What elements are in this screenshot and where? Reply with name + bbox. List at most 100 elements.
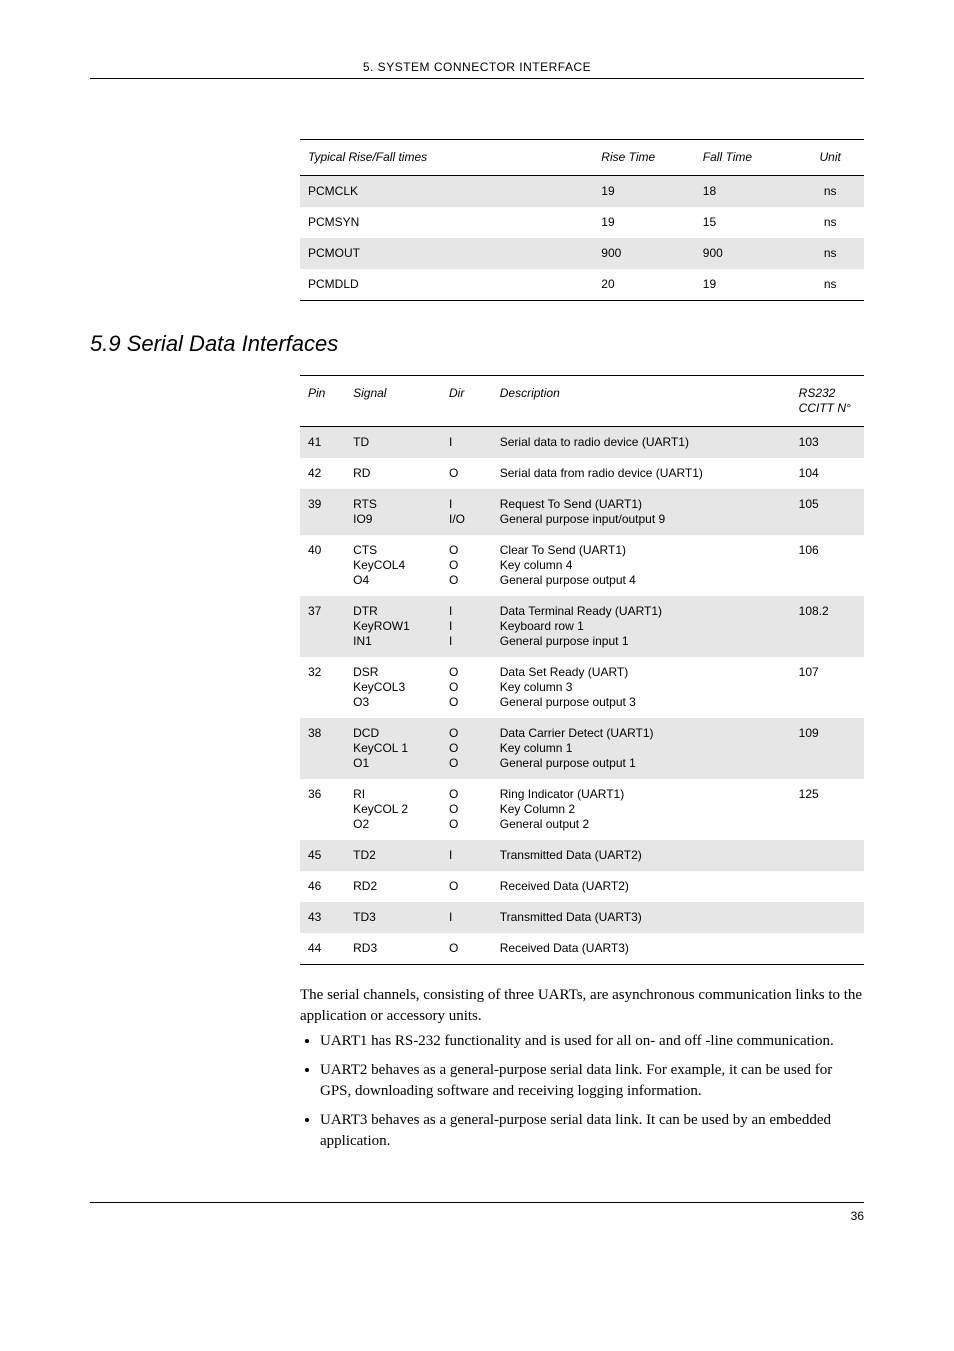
table2-header: Signal — [345, 376, 441, 427]
table-cell: RTSIO9 — [345, 489, 441, 535]
table2-header: Dir — [441, 376, 492, 427]
table-cell: TD2 — [345, 840, 441, 871]
table-cell: OOO — [441, 535, 492, 596]
table-cell: 46 — [300, 871, 345, 902]
table-cell: DCDKeyCOL 1O1 — [345, 718, 441, 779]
table-row: PCMCLK1918ns — [300, 176, 864, 208]
table-row: 32DSRKeyCOL3O3OOOData Set Ready (UART)Ke… — [300, 657, 864, 718]
table-cell: 104 — [791, 458, 864, 489]
list-item: UART3 behaves as a general-purpose seria… — [320, 1110, 864, 1152]
table-cell: Ring Indicator (UART1)Key Column 2Genera… — [492, 779, 791, 840]
table-row: 37DTRKeyROW1IN1IIIData Terminal Ready (U… — [300, 596, 864, 657]
table-cell: RD2 — [345, 871, 441, 902]
list-item: UART1 has RS-232 functionality and is us… — [320, 1031, 864, 1052]
table-cell: III — [441, 596, 492, 657]
table-cell: 15 — [695, 207, 797, 238]
table-row: PCMOUT900900ns — [300, 238, 864, 269]
table-cell: Serial data to radio device (UART1) — [492, 427, 791, 459]
table-cell: 45 — [300, 840, 345, 871]
table-cell: TD3 — [345, 902, 441, 933]
bullet-list: UART1 has RS-232 functionality and is us… — [300, 1031, 864, 1152]
table-cell: O — [441, 871, 492, 902]
chapter-title-text: 5. SYSTEM CONNECTOR INTERFACE — [363, 60, 591, 74]
table-row: 42RDOSerial data from radio device (UART… — [300, 458, 864, 489]
table-cell: Data Terminal Ready (UART1)Keyboard row … — [492, 596, 791, 657]
table-cell: 38 — [300, 718, 345, 779]
list-item: UART2 behaves as a general-purpose seria… — [320, 1060, 864, 1102]
table-cell: Transmitted Data (UART3) — [492, 902, 791, 933]
table-cell: 20 — [593, 269, 695, 301]
table-cell: OOO — [441, 779, 492, 840]
table-cell: 19 — [593, 207, 695, 238]
rise-fall-times-table: Typical Rise/Fall times Rise Time Fall T… — [300, 139, 864, 301]
table-cell: 41 — [300, 427, 345, 459]
table1-header-2: Fall Time — [695, 140, 797, 176]
table-cell: O — [441, 933, 492, 965]
table-cell: 103 — [791, 427, 864, 459]
table-cell: O — [441, 458, 492, 489]
table-cell: 108.2 — [791, 596, 864, 657]
table-cell: 39 — [300, 489, 345, 535]
table-cell: II/O — [441, 489, 492, 535]
table-cell — [791, 933, 864, 965]
table-row: 39RTSIO9II/ORequest To Send (UART1)Gener… — [300, 489, 864, 535]
table-cell: 125 — [791, 779, 864, 840]
table-cell: 19 — [695, 269, 797, 301]
table-row: 43TD3ITransmitted Data (UART3) — [300, 902, 864, 933]
table-cell: RD — [345, 458, 441, 489]
table-cell: CTSKeyCOL4O4 — [345, 535, 441, 596]
table2-header: RS232CCITT N° — [791, 376, 864, 427]
table-cell: TD — [345, 427, 441, 459]
table-cell: 106 — [791, 535, 864, 596]
table-cell: PCMCLK — [300, 176, 593, 208]
table-cell: 32 — [300, 657, 345, 718]
table-cell — [791, 840, 864, 871]
table-cell: OOO — [441, 718, 492, 779]
table-cell — [791, 871, 864, 902]
table-cell: 36 — [300, 779, 345, 840]
table-cell: RIKeyCOL 2O2 — [345, 779, 441, 840]
body-text: The serial channels, consisting of three… — [300, 985, 864, 1152]
chapter-header: 5. SYSTEM CONNECTOR INTERFACE — [90, 60, 864, 79]
table-cell: RD3 — [345, 933, 441, 965]
section-title: 5.9 Serial Data Interfaces — [90, 331, 864, 357]
table-row: 40CTSKeyCOL4O4OOOClear To Send (UART1)Ke… — [300, 535, 864, 596]
table-cell: 44 — [300, 933, 345, 965]
table-cell: ns — [796, 238, 864, 269]
page-footer: 36 — [90, 1202, 864, 1223]
table-cell: 900 — [695, 238, 797, 269]
table-row: 45TD2ITransmitted Data (UART2) — [300, 840, 864, 871]
table1-header-3: Unit — [796, 140, 864, 176]
table-row: 46RD2OReceived Data (UART2) — [300, 871, 864, 902]
table-cell: DSRKeyCOL3O3 — [345, 657, 441, 718]
table1-header-0: Typical Rise/Fall times — [300, 140, 593, 176]
table-cell: Transmitted Data (UART2) — [492, 840, 791, 871]
table-row: 41TDISerial data to radio device (UART1)… — [300, 427, 864, 459]
serial-data-interfaces-table: PinSignalDirDescriptionRS232CCITT N° 41T… — [300, 375, 864, 965]
table-cell: 40 — [300, 535, 345, 596]
table-cell: 900 — [593, 238, 695, 269]
table-cell: DTRKeyROW1IN1 — [345, 596, 441, 657]
table2-header: Pin — [300, 376, 345, 427]
table-cell: 43 — [300, 902, 345, 933]
table-cell: I — [441, 840, 492, 871]
table-cell: PCMSYN — [300, 207, 593, 238]
table-row: 38DCDKeyCOL 1O1OOOData Carrier Detect (U… — [300, 718, 864, 779]
table-cell: PCMOUT — [300, 238, 593, 269]
table-cell: 18 — [695, 176, 797, 208]
table-cell — [791, 902, 864, 933]
table-cell: Received Data (UART3) — [492, 933, 791, 965]
table-cell: 105 — [791, 489, 864, 535]
table-cell: 42 — [300, 458, 345, 489]
table-cell: PCMDLD — [300, 269, 593, 301]
table-cell: 37 — [300, 596, 345, 657]
table-cell: I — [441, 902, 492, 933]
table-cell: Clear To Send (UART1)Key column 4General… — [492, 535, 791, 596]
table-cell: Request To Send (UART1)General purpose i… — [492, 489, 791, 535]
intro-paragraph: The serial channels, consisting of three… — [300, 985, 864, 1027]
table-row: PCMDLD2019ns — [300, 269, 864, 301]
table2-header: Description — [492, 376, 791, 427]
table-cell: 107 — [791, 657, 864, 718]
table-cell: OOO — [441, 657, 492, 718]
table-cell: 19 — [593, 176, 695, 208]
